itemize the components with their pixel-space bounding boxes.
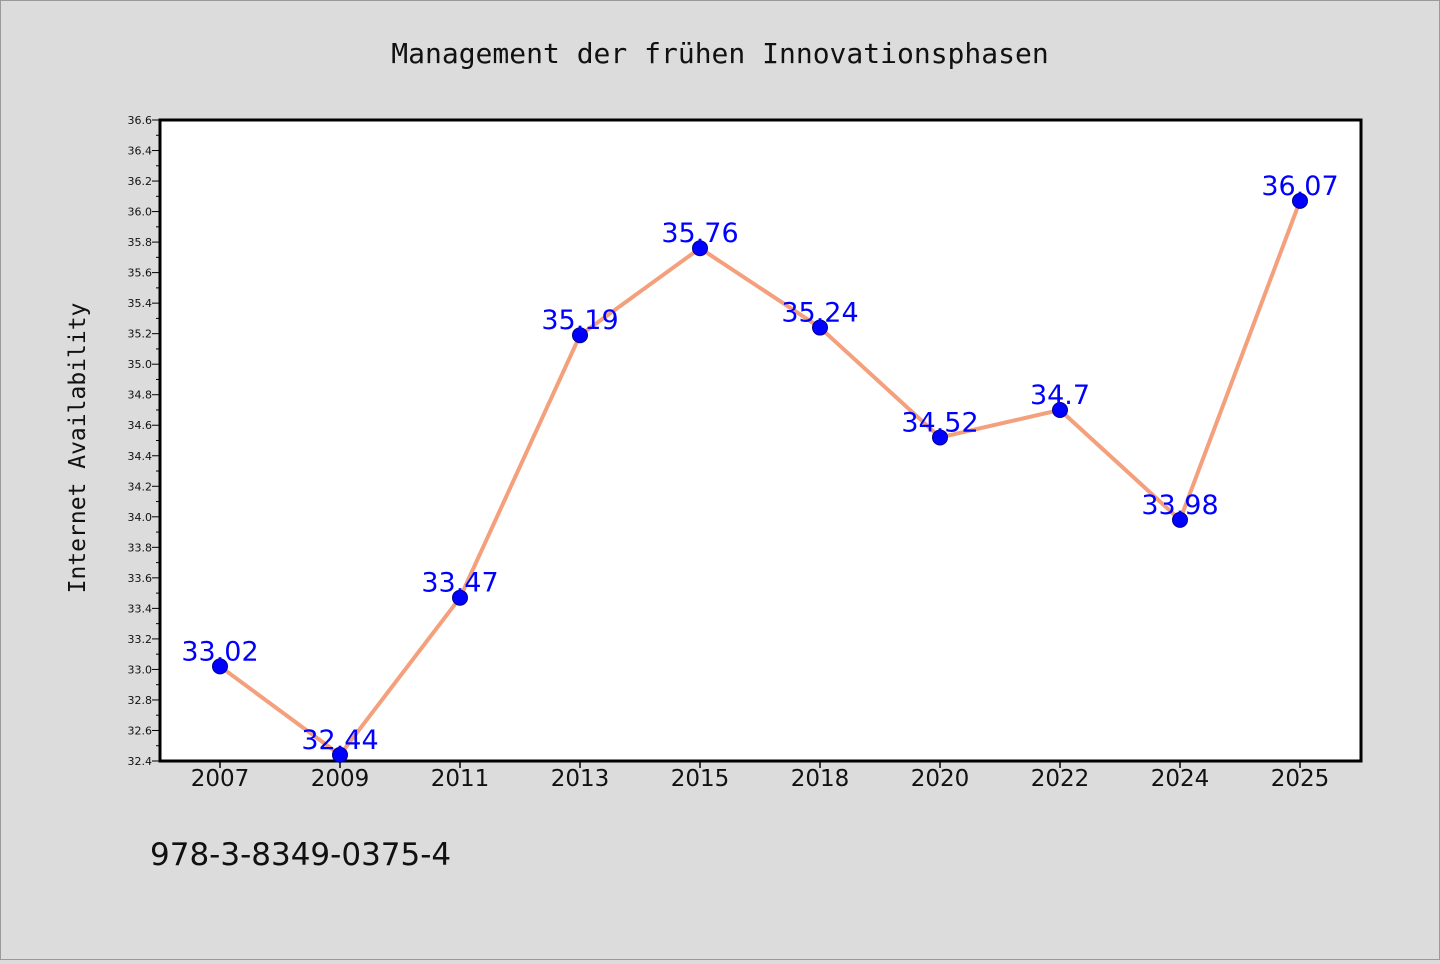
y-tick-label: 36.6 [128,114,153,127]
x-tick-label: 2015 [671,766,730,792]
data-point [452,589,468,606]
series-line [218,200,1302,757]
data-label: 32.44 [301,725,378,756]
y-axis: 32.4 32.6 32.8 33.0 33.2 33.4 33.6 33.8 34.0 34.2… [128,114,160,768]
x-axis: 2007 2009 2011 2013 2015 2018 2020 2022 2024 2025 [191,761,1330,792]
y-tick-label: 35.0 [128,358,153,371]
y-tick-label: 36.4 [128,145,153,158]
data-label: 33.98 [1141,490,1218,521]
y-tick-label: 36.2 [128,175,153,188]
y-tick-label: 36.0 [128,206,153,219]
y-tick-label: 33.4 [128,602,153,615]
plot-area [158,118,1363,763]
x-tick-label: 2007 [191,766,250,792]
data-point [1172,511,1188,528]
y-tick-label: 35.6 [128,267,153,280]
y-tick-label: 34.4 [128,450,153,463]
data-point [1292,192,1308,209]
data-label: 34.52 [901,407,978,438]
x-tick-label: 2018 [791,766,850,792]
data-label: 35.19 [541,305,618,336]
y-tick-label: 35.8 [128,236,153,249]
x-tick-label: 2024 [1151,766,1210,792]
y-tick-label: 32.8 [128,694,153,707]
data-point [692,240,708,257]
y-tick-label: 33.8 [128,541,153,554]
data-point [212,658,228,675]
data-point [332,746,348,763]
y-tick-label: 34.8 [128,389,153,402]
y-tick-label: 34.2 [128,480,153,493]
data-point [812,319,828,336]
y-tick-label: 32.4 [128,755,153,768]
y-tick-label: 35.4 [128,297,153,310]
x-tick-label: 2013 [551,766,610,792]
chart-title: Management der frühen Innovationsphasen [391,37,1048,70]
y-tick-label: 34.0 [128,511,153,524]
y-tick-label: 33.0 [128,663,153,676]
y-tick-label: 35.2 [128,328,153,341]
y-tick-label: 33.2 [128,633,153,646]
x-tick-label: 2011 [431,766,490,792]
data-label: 35.24 [781,298,858,329]
y-tick-label: 34.6 [128,419,153,432]
series-line-group [218,200,1302,757]
y-tick-label: 33.6 [128,572,153,585]
data-label: 33.02 [181,636,258,667]
y-tick-label: 32.6 [128,724,153,737]
data-label: 35.76 [661,218,738,249]
x-tick-label: 2025 [1271,766,1330,792]
series-points-group [212,192,1308,763]
data-point [1052,401,1068,418]
data-point [932,429,948,446]
data-label: 34.7 [1030,380,1090,411]
data-label: 36.07 [1261,171,1338,202]
x-tick-label: 2009 [311,766,370,792]
y-axis-label: Internet Availability [65,303,91,594]
x-tick-label: 2022 [1031,766,1090,792]
footer-isbn-text: 978-3-8349-0375-4 [150,837,451,873]
data-labels-group: 33.02 32.44 33.47 35.19 35.76 35.24 34.52 34.7 3… [181,171,1338,756]
data-label: 33.47 [421,568,498,599]
x-tick-label: 2020 [911,766,970,792]
data-point [572,327,588,344]
